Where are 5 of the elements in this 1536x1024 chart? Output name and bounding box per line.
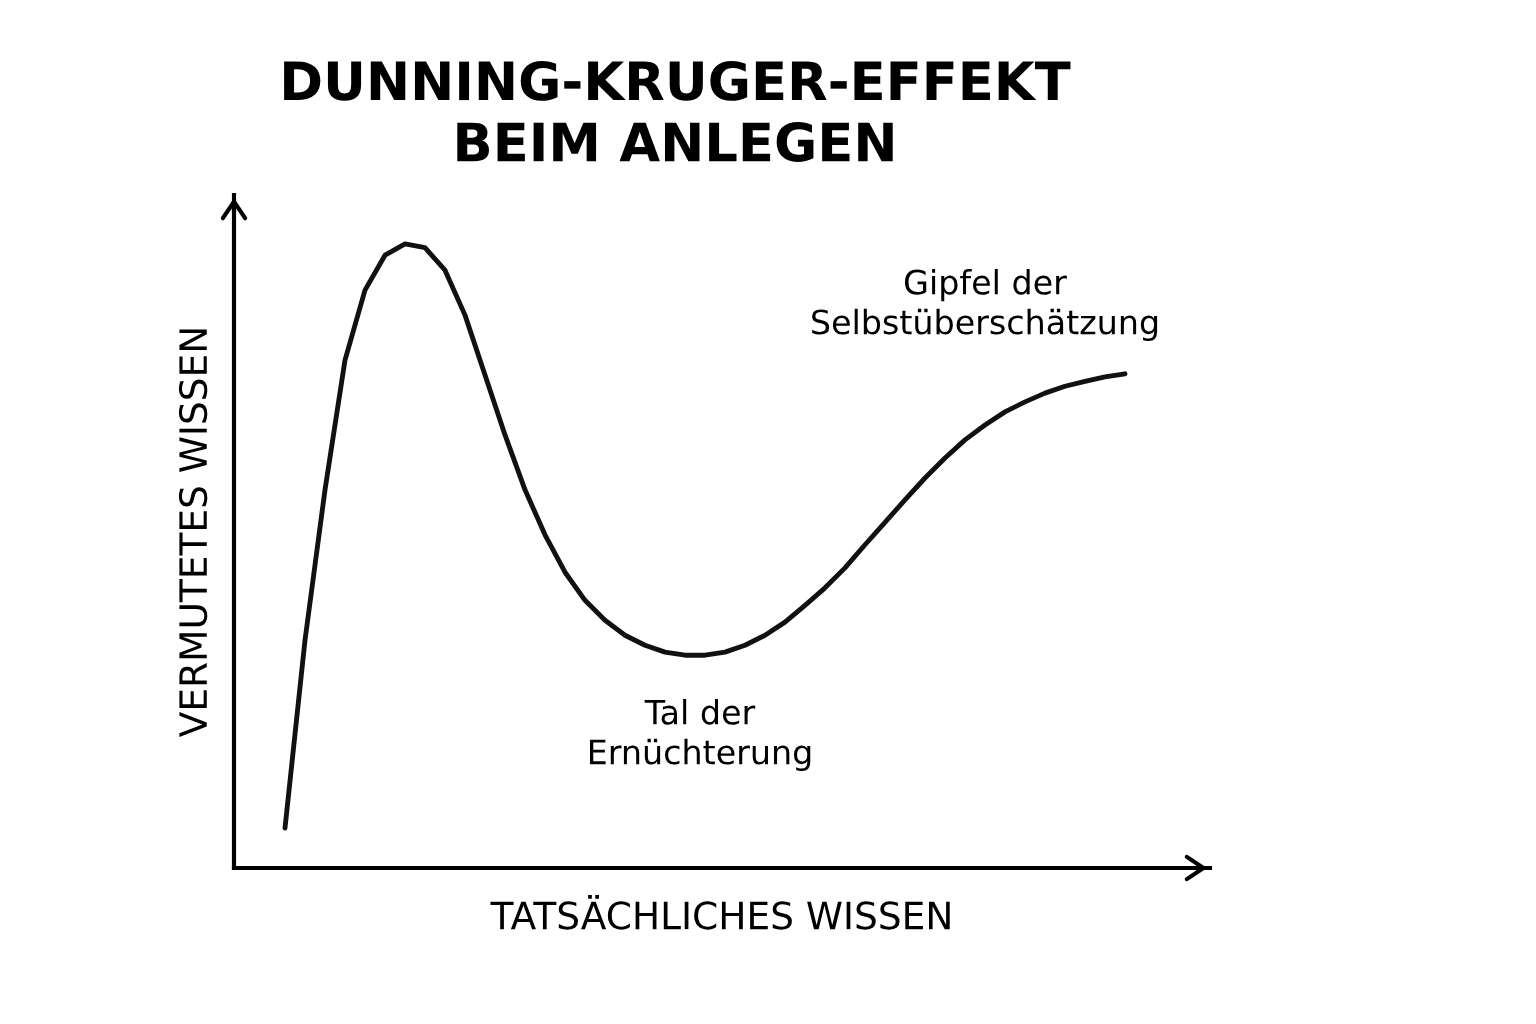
chart-title: DUNNING-KRUGER-EFFEKT BEIM ANLEGEN bbox=[284, 60, 1071, 162]
annotation: Tal der Ernüchterung bbox=[589, 698, 811, 772]
annotation: Gipfel der Selbstüberschätzung bbox=[812, 268, 1158, 342]
x-axis-title: TATSÄCHLICHES WISSEN bbox=[490, 894, 950, 930]
y-axis-title: VERMUTETES WISSEN bbox=[178, 329, 208, 738]
